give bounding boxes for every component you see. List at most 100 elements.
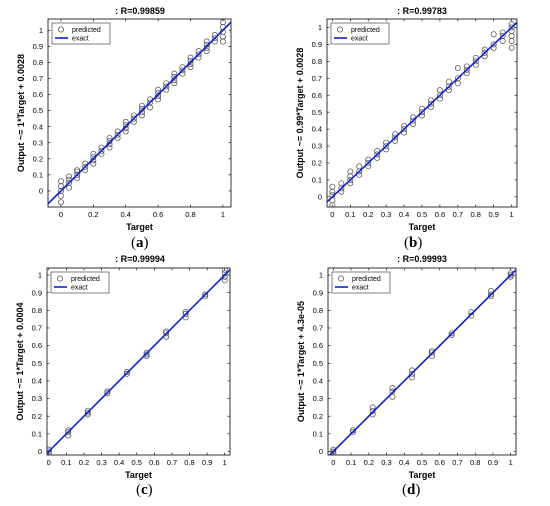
x-tick-label: 0.1 <box>345 210 355 219</box>
predicted-point <box>369 407 376 414</box>
predicted-point <box>90 160 97 167</box>
predicted-point <box>84 409 91 416</box>
predicted-point <box>58 192 64 199</box>
y-tick-label: 1 <box>39 26 43 35</box>
predicted-point <box>82 163 89 170</box>
y-tick-label: 0.8 <box>312 57 322 66</box>
predicted-point <box>122 128 129 135</box>
y-tick-label: 0.4 <box>313 377 323 386</box>
predicted-point <box>468 312 475 319</box>
predicted-point <box>104 390 111 397</box>
x-tick-label: 0.7 <box>167 458 177 467</box>
predicted-point <box>65 429 72 436</box>
predicted-point <box>104 388 111 395</box>
predicted-point <box>419 109 425 116</box>
predicted-point <box>508 32 515 39</box>
y-tick-label: 0.2 <box>33 154 43 163</box>
y-tick-label: 0.4 <box>33 122 43 131</box>
predicted-point <box>58 187 64 194</box>
legend-label-exact: exact <box>351 36 368 43</box>
x-tick-label: 0.2 <box>88 210 98 219</box>
predicted-point <box>114 131 121 138</box>
predicted-point <box>219 38 226 45</box>
regression-plot-c: : R=0.99994 0 0.1 0.2 0.3 0.4 0.5 0.6 0.7 0.8 0.9 1… <box>15 254 231 498</box>
predicted-point <box>47 448 52 455</box>
predicted-point <box>147 99 153 106</box>
predicted-point <box>163 83 170 90</box>
legend: predicted exact <box>51 22 111 45</box>
predicted-point <box>187 54 194 61</box>
predicted-point <box>428 100 434 107</box>
predicted-point <box>347 168 354 175</box>
predicted-point <box>130 115 137 122</box>
predicted-point <box>401 126 408 133</box>
y-axis-label: Output ~= 0.99*Target + 0.0028 <box>295 48 305 179</box>
plot-title: : R=0.99859 <box>115 6 165 16</box>
predicted-point <box>409 370 416 377</box>
predicted-point <box>219 33 226 40</box>
regression-plot-b: : R=0.99783 0 0.1 0.2 0.3 0.4 0.5 0.6 0.7 0.8 0.9 1… <box>295 6 518 251</box>
y-tick-label: 0.5 <box>33 106 43 115</box>
y-tick-label: 0.3 <box>33 138 43 147</box>
x-tick-label: 1 <box>223 458 227 467</box>
legend-label-exact: exact <box>71 285 88 292</box>
predicted-point <box>389 388 396 395</box>
predicted-point <box>499 38 506 44</box>
x-tick-label: 0.8 <box>185 210 195 219</box>
predicted-point <box>155 86 162 93</box>
x-tick-label: 0.6 <box>153 210 163 219</box>
exact-line <box>47 269 230 454</box>
panel-letter: a <box>136 235 144 251</box>
x-tick-label: 0.9 <box>488 210 498 219</box>
legend-marker-predicted <box>57 275 63 282</box>
y-tick-label: 0 <box>38 447 42 456</box>
legend-marker-predicted <box>338 275 344 282</box>
predicted-point <box>463 66 470 73</box>
predicted-point <box>202 291 209 298</box>
plot-title: : R=0.99994 <box>115 254 165 264</box>
predicted-point <box>66 179 73 186</box>
predicted-point <box>445 78 452 85</box>
predicted-point <box>329 188 336 195</box>
y-tick-label: 1 <box>318 23 322 32</box>
y-tick-label: 0 <box>319 447 323 456</box>
predicted-point <box>138 102 145 109</box>
legend: predicted exact <box>330 22 390 45</box>
x-tick-label: 0.5 <box>132 458 142 467</box>
y-tick-label: 0.7 <box>32 324 42 333</box>
x-tick-label: 0.6 <box>435 210 445 219</box>
predicted-point <box>98 147 105 154</box>
y-tick-label: 1 <box>38 271 42 280</box>
predicted-point <box>138 112 145 119</box>
predicted-point <box>179 67 186 74</box>
y-tick-label: 0.2 <box>312 159 322 168</box>
predicted-point <box>490 41 497 48</box>
predicted-point <box>58 178 64 185</box>
predicted-point <box>203 38 210 45</box>
y-tick-label: 0.9 <box>312 40 322 49</box>
y-tick-label: 0 <box>318 192 322 201</box>
panel-caption: (d) <box>402 482 420 498</box>
x-tick-label: 1 <box>221 210 225 219</box>
y-tick-label: 0.8 <box>313 306 323 315</box>
y-tick-label: 0.7 <box>313 324 323 333</box>
legend-label-predicted: predicted <box>352 276 381 283</box>
x-tick-label: 1 <box>510 210 514 219</box>
predicted-point <box>171 80 178 87</box>
predicted-point <box>163 330 170 337</box>
panel-caption: (b) <box>404 235 422 251</box>
y-tick-label: 0.3 <box>313 394 323 403</box>
x-tick-label: 0.4 <box>399 458 409 467</box>
predicted-point <box>410 117 416 124</box>
y-tick-label: 0 <box>39 187 43 196</box>
predicted-point <box>481 49 488 56</box>
x-axis-label: Target <box>409 470 436 480</box>
x-tick-label: 0.6 <box>435 458 445 467</box>
predicted-point <box>143 351 150 358</box>
regression-plot-d: : R=0.99993 0 0.1 0.2 0.3 0.4 0.5 0.6 0.7 0.8 0.9 1… <box>296 254 517 498</box>
predicted-point <box>436 87 443 94</box>
predicted-point <box>350 429 356 436</box>
predicted-point <box>182 310 189 317</box>
y-tick-label: 0.6 <box>313 341 323 350</box>
